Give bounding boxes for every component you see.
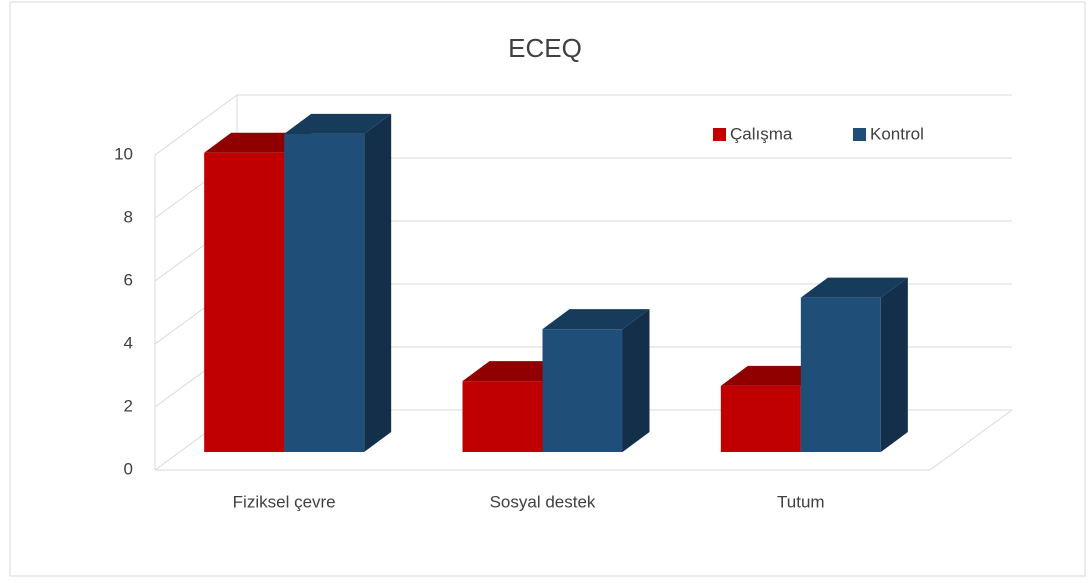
- chart-border: [9, 1, 1086, 577]
- bar: [462, 381, 543, 452]
- bar-side: [622, 309, 650, 452]
- legend-label: Çalışma: [730, 124, 793, 143]
- bar: [204, 152, 285, 452]
- y-tick-label: 0: [124, 459, 133, 478]
- legend-swatch: [853, 128, 866, 141]
- chart-title: ECEQ: [508, 33, 582, 63]
- y-tick-label: 10: [114, 144, 133, 163]
- bar-side: [364, 113, 392, 452]
- x-tick-label: Fiziksel çevre: [233, 492, 336, 511]
- bar-top: [800, 277, 908, 298]
- legend-swatch: [713, 128, 726, 141]
- x-tick-label: Tutum: [777, 492, 825, 511]
- bar-top: [284, 113, 392, 134]
- floor: [155, 409, 1013, 471]
- y-tick-label: 6: [124, 270, 133, 289]
- bar: [800, 297, 881, 452]
- bar-side: [880, 277, 908, 452]
- y-tick-label: 8: [124, 207, 133, 226]
- bar: [542, 329, 623, 452]
- x-tick-label: Sosyal destek: [490, 492, 596, 511]
- y-tick-label: 2: [124, 396, 133, 415]
- bar: [284, 133, 365, 452]
- y-tick-label: 4: [124, 333, 133, 352]
- grid-line: [154, 94, 1012, 156]
- bar: [720, 385, 801, 452]
- legend-label: Kontrol: [870, 124, 924, 143]
- bar-top: [542, 309, 650, 330]
